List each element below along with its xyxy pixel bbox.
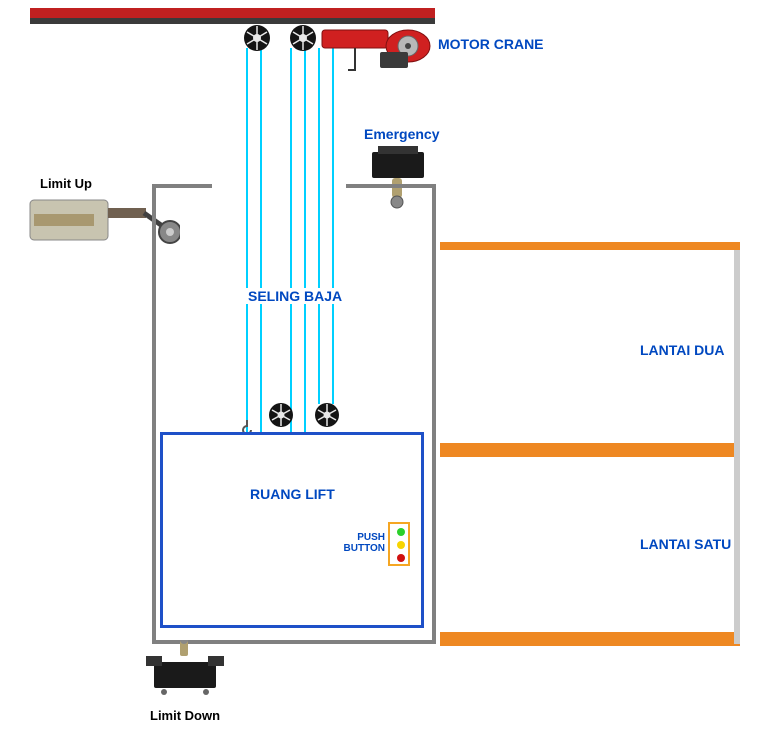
- push-button-text: PUSH BUTTON: [343, 532, 385, 554]
- limit-down-switch-icon: [146, 640, 226, 704]
- right-wall: [734, 250, 740, 644]
- motor-crane-icon: [320, 22, 436, 80]
- floor-bar: [440, 632, 740, 646]
- push-button-label: PUSH BUTTON: [343, 532, 385, 554]
- pb-green-icon: [397, 528, 405, 536]
- floor-bar: [440, 242, 740, 250]
- seling-baja-label: SELING BAJA: [246, 288, 344, 304]
- push-button-panel: [388, 522, 410, 566]
- pulley-icon: [268, 402, 294, 428]
- pb-yellow-icon: [397, 541, 405, 549]
- limit-up-label: Limit Up: [40, 176, 92, 191]
- motor-crane-label: MOTOR CRANE: [438, 36, 544, 52]
- pulley-icon: [314, 402, 340, 428]
- lantai-satu-label: LANTAI SATU: [640, 536, 731, 552]
- lift-room: [160, 432, 424, 628]
- pulley-icon: [243, 24, 271, 52]
- ruang-lift-label: RUANG LIFT: [250, 486, 335, 502]
- limit-down-label: Limit Down: [150, 708, 220, 723]
- emergency-label: Emergency: [364, 126, 439, 142]
- lantai-dua-label: LANTAI DUA: [640, 342, 725, 358]
- overhead-beam: [30, 8, 435, 18]
- floor-bar: [440, 443, 740, 457]
- pb-red-icon: [397, 554, 405, 562]
- pulley-icon: [289, 24, 317, 52]
